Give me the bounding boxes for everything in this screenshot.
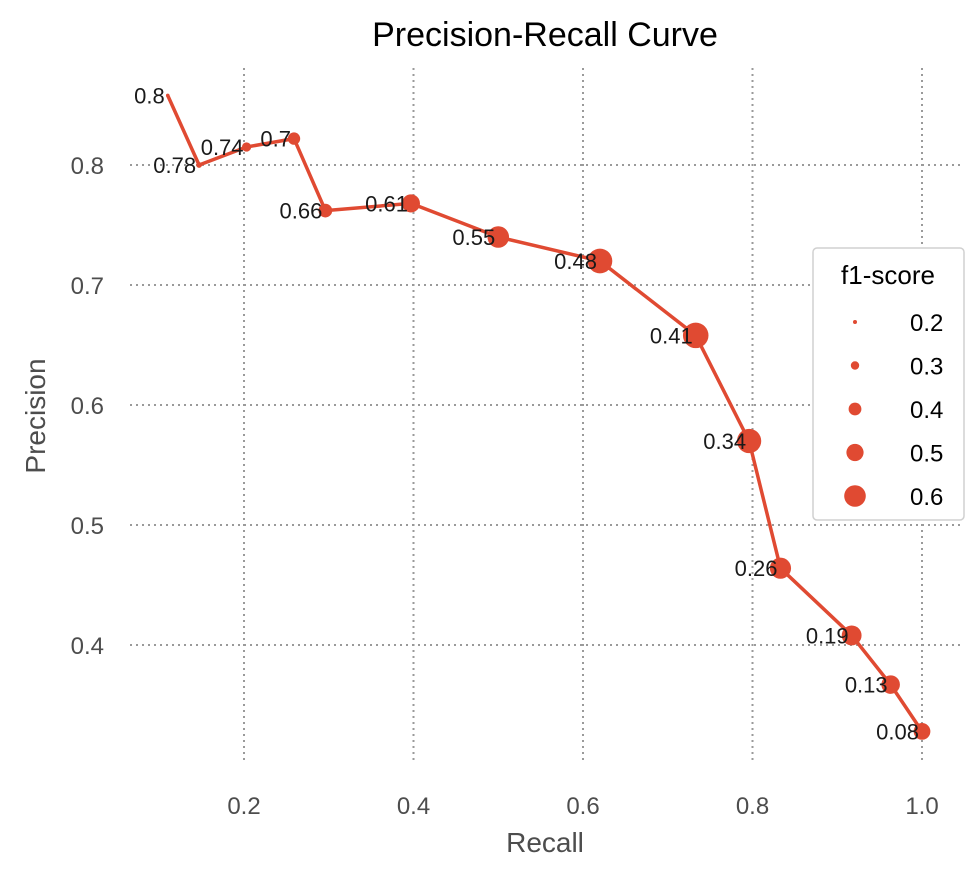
legend-label: 0.6 (910, 484, 943, 511)
data-point (587, 248, 613, 274)
data-point (913, 723, 931, 740)
point-label: 0.8 (134, 83, 165, 108)
x-axis-ticks: 0.2 0.4 0.6 0.8 1.0 (227, 793, 938, 820)
legend-label: 0.3 (910, 354, 943, 381)
data-point (196, 162, 202, 168)
data-point (241, 142, 252, 152)
y-axis-ticks: 0.4 0.5 0.6 0.7 0.8 (71, 153, 104, 660)
data-point (165, 93, 170, 98)
legend-title: f1-score (841, 260, 935, 290)
point-label: 0.55 (452, 225, 495, 250)
point-label: 0.66 (280, 199, 323, 224)
data-point (682, 322, 709, 349)
point-label: 0.19 (806, 623, 849, 648)
legend-marker (844, 485, 866, 507)
point-label: 0.48 (554, 249, 597, 274)
legend-marker (850, 361, 860, 370)
precision-recall-line (166, 94, 924, 733)
legend-marker (846, 443, 864, 462)
point-label: 0.78 (153, 153, 196, 178)
legend: f1-score 0.2 0.3 0.4 0.5 0.6 (812, 247, 965, 521)
point-label: 0.61 (365, 191, 408, 216)
y-tick-label: 0.5 (71, 513, 104, 540)
point-label: 0.26 (735, 556, 778, 581)
point-label: 0.41 (650, 323, 693, 348)
data-point (841, 625, 862, 646)
legend-marker (853, 320, 857, 324)
series (166, 94, 924, 733)
data-point (287, 132, 301, 145)
y-tick-label: 0.4 (71, 633, 104, 660)
y-tick-label: 0.6 (71, 393, 104, 420)
data-point (401, 194, 420, 213)
data-point (736, 428, 762, 454)
chart-title: Precision-Recall Curve (372, 16, 718, 54)
y-tick-label: 0.8 (71, 153, 104, 180)
x-tick-label: 0.8 (736, 793, 769, 820)
legend-marker (848, 402, 862, 416)
legend-entries: 0.2 0.3 0.4 0.5 0.6 (844, 310, 943, 511)
point-label: 0.7 (260, 127, 291, 152)
point-labels: 0.8 0.780.74 0.7 0.66 0.61 0.55 0.48 0.41 0.34 0.… (134, 83, 919, 744)
x-tick-label: 0.4 (397, 793, 430, 820)
x-tick-label: 0.2 (227, 793, 260, 820)
point-label: 0.74 (201, 135, 244, 160)
legend-label: 0.4 (910, 397, 943, 424)
point-label: 0.34 (703, 429, 746, 454)
data-point (487, 226, 510, 248)
legend-label: 0.5 (910, 441, 943, 468)
data-point (769, 557, 792, 579)
data-point (881, 675, 900, 694)
point-label: 0.13 (845, 673, 888, 698)
x-tick-label: 1.0 (905, 793, 938, 820)
x-axis-label: Recall (506, 827, 584, 858)
legend-label: 0.2 (910, 310, 943, 337)
x-tick-label: 0.6 (566, 793, 599, 820)
point-label: 0.08 (876, 719, 919, 744)
data-points (165, 93, 931, 740)
data-point (318, 203, 333, 218)
y-tick-label: 0.7 (71, 273, 104, 300)
y-axis-label: Precision (20, 358, 51, 473)
